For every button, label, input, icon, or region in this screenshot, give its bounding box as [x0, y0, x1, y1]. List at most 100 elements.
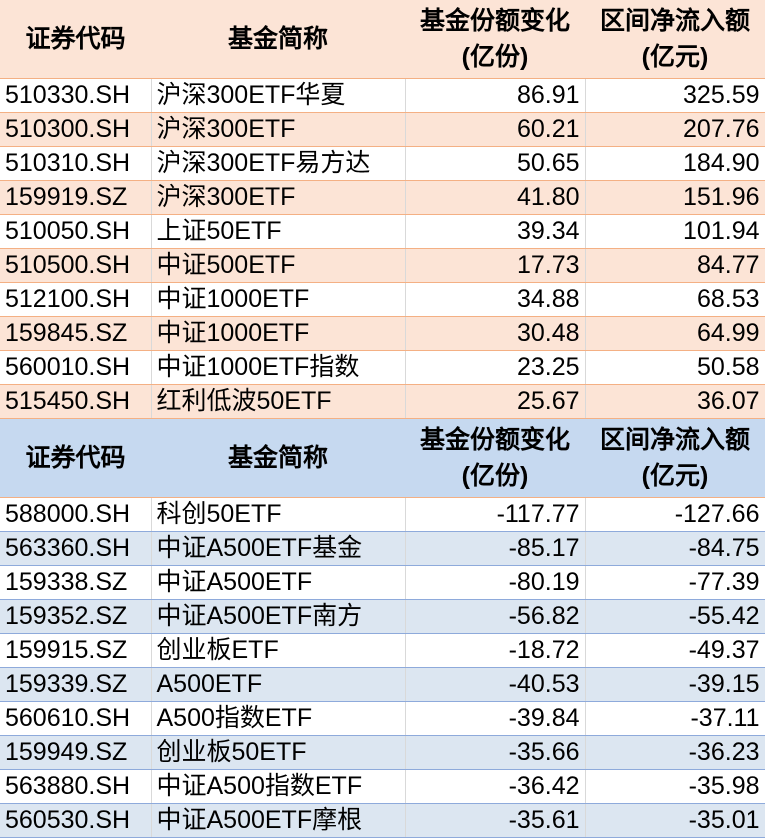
cell-fund-name: 红利低波50ETF: [151, 384, 406, 419]
table-row: 515450.SH 红利低波50ETF 25.67 36.07: [0, 384, 765, 419]
cell-net-inflow: -39.15: [585, 667, 765, 702]
cell-share-change: -36.42: [405, 769, 586, 804]
cell-share-change: -39.84: [405, 701, 586, 736]
header-unit: (亿元): [641, 43, 709, 71]
cell-net-inflow: -35.98: [585, 769, 765, 804]
cell-net-inflow: 36.07: [585, 384, 765, 419]
cell-share-change: 60.21: [405, 112, 586, 147]
cell-code: 510330.SH: [0, 78, 152, 113]
table-row: 159338.SZ 中证A500ETF -80.19 -77.39: [0, 565, 765, 600]
cell-code: 560610.SH: [0, 701, 152, 736]
header-line: 基金份额变化: [419, 426, 570, 454]
header-share-change: 基金份额变化 (亿份): [405, 418, 585, 498]
cell-share-change: -35.66: [405, 735, 586, 770]
table-row: 560530.SH 中证A500ETF摩根 -35.61 -35.01: [0, 803, 765, 838]
cell-share-change: 34.88: [405, 282, 586, 317]
cell-fund-name: 中证A500ETF摩根: [151, 803, 406, 838]
cell-code: 560530.SH: [0, 803, 152, 838]
cell-net-inflow: 64.99: [585, 316, 765, 351]
cell-fund-name: 沪深300ETF: [151, 112, 406, 147]
cell-code: 515450.SH: [0, 384, 152, 419]
cell-fund-name: 中证A500ETF南方: [151, 599, 406, 634]
cell-net-inflow: 151.96: [585, 180, 765, 215]
table-row: 510300.SH 沪深300ETF 60.21 207.76: [0, 112, 765, 147]
table-row: 560010.SH 中证1000ETF指数 23.25 50.58: [0, 350, 765, 385]
table-row: 512100.SH 中证1000ETF 34.88 68.53: [0, 282, 765, 317]
cell-fund-name: 沪深300ETF华夏: [151, 78, 406, 113]
cell-code: 563360.SH: [0, 531, 152, 566]
cell-net-inflow: 101.94: [585, 214, 765, 249]
header-unit: (亿份): [461, 43, 529, 71]
cell-code: 510050.SH: [0, 214, 152, 249]
header-code: 证券代码: [0, 0, 151, 79]
cell-fund-name: 中证1000ETF: [151, 316, 406, 351]
cell-share-change: 23.25: [405, 350, 586, 385]
cell-code: 159919.SZ: [0, 180, 152, 215]
header-name: 基金简称: [151, 0, 405, 79]
header-name: 基金简称: [151, 418, 405, 498]
cell-net-inflow: 184.90: [585, 146, 765, 181]
table-row: 563880.SH 中证A500指数ETF -36.42 -35.98: [0, 769, 765, 804]
cell-share-change: -117.77: [405, 497, 586, 532]
table-row: 510050.SH 上证50ETF 39.34 101.94: [0, 214, 765, 249]
header-net-inflow: 区间净流入额 (亿元): [585, 418, 765, 498]
cell-fund-name: 上证50ETF: [151, 214, 406, 249]
cell-code: 159352.SZ: [0, 599, 152, 634]
cell-share-change: 25.67: [405, 384, 586, 419]
cell-net-inflow: -35.01: [585, 803, 765, 838]
cell-fund-name: 中证A500ETF: [151, 565, 406, 600]
cell-share-change: -35.61: [405, 803, 586, 838]
cell-code: 512100.SH: [0, 282, 152, 317]
cell-code: 510500.SH: [0, 248, 152, 283]
table-row: 159919.SZ 沪深300ETF 41.80 151.96: [0, 180, 765, 215]
cell-fund-name: 科创50ETF: [151, 497, 406, 532]
cell-share-change: 17.73: [405, 248, 586, 283]
table-row: 510330.SH 沪深300ETF华夏 86.91 325.59: [0, 78, 765, 113]
cell-fund-name: A500ETF: [151, 667, 406, 702]
cell-share-change: 41.80: [405, 180, 586, 215]
cell-fund-name: 中证1000ETF指数: [151, 350, 406, 385]
header-code: 证券代码: [0, 418, 151, 498]
header-unit: (亿份): [461, 462, 529, 490]
cell-net-inflow: -36.23: [585, 735, 765, 770]
cell-share-change: -40.53: [405, 667, 586, 702]
header-line: 基金份额变化: [419, 7, 570, 35]
cell-net-inflow: -77.39: [585, 565, 765, 600]
cell-code: 510300.SH: [0, 112, 152, 147]
cell-fund-name: 沪深300ETF易方达: [151, 146, 406, 181]
header-net-inflow: 区间净流入额 (亿元): [585, 0, 765, 79]
cell-net-inflow: -55.42: [585, 599, 765, 634]
table-row: 560610.SH A500指数ETF -39.84 -37.11: [0, 701, 765, 736]
outflow-section: 证券代码 基金简称 基金份额变化 (亿份) 区间净流入额 (亿元) 588000.S…: [0, 418, 765, 838]
header-row: 证券代码 基金简称 基金份额变化 (亿份) 区间净流入额 (亿元): [0, 0, 765, 79]
cell-net-inflow: -49.37: [585, 633, 765, 668]
cell-net-inflow: 84.77: [585, 248, 765, 283]
cell-fund-name: 中证A500指数ETF: [151, 769, 406, 804]
cell-fund-name: 创业板50ETF: [151, 735, 406, 770]
table-row: 159915.SZ 创业板ETF -18.72 -49.37: [0, 633, 765, 668]
table-row: 159949.SZ 创业板50ETF -35.66 -36.23: [0, 735, 765, 770]
cell-code: 560010.SH: [0, 350, 152, 385]
header-share-change: 基金份额变化 (亿份): [405, 0, 585, 79]
cell-fund-name: 沪深300ETF: [151, 180, 406, 215]
cell-code: 159338.SZ: [0, 565, 152, 600]
cell-net-inflow: -127.66: [585, 497, 765, 532]
cell-share-change: 30.48: [405, 316, 586, 351]
cell-code: 159949.SZ: [0, 735, 152, 770]
cell-share-change: -80.19: [405, 565, 586, 600]
cell-net-inflow: 207.76: [585, 112, 765, 147]
cell-net-inflow: -84.75: [585, 531, 765, 566]
cell-net-inflow: 325.59: [585, 78, 765, 113]
table-row: 159845.SZ 中证1000ETF 30.48 64.99: [0, 316, 765, 351]
cell-net-inflow: -37.11: [585, 701, 765, 736]
cell-fund-name: 中证A500ETF基金: [151, 531, 406, 566]
cell-code: 159339.SZ: [0, 667, 152, 702]
table-row: 159339.SZ A500ETF -40.53 -39.15: [0, 667, 765, 702]
table-row: 563360.SH 中证A500ETF基金 -85.17 -84.75: [0, 531, 765, 566]
cell-code: 159845.SZ: [0, 316, 152, 351]
table-row: 588000.SH 科创50ETF -117.77 -127.66: [0, 497, 765, 532]
cell-net-inflow: 50.58: [585, 350, 765, 385]
cell-fund-name: A500指数ETF: [151, 701, 406, 736]
cell-fund-name: 中证1000ETF: [151, 282, 406, 317]
